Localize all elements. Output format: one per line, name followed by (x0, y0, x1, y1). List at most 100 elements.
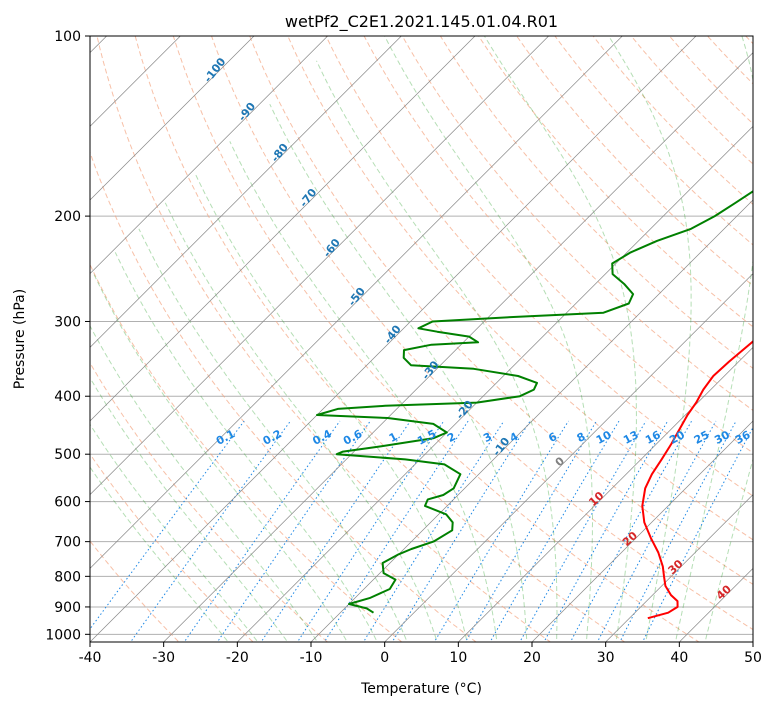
isotherm-line (90, 36, 623, 569)
mixing-ratio-label: 30 (712, 428, 732, 447)
dewpoint-line (316, 190, 753, 614)
y-tick-label: 800 (54, 569, 81, 585)
temperature-line (641, 340, 753, 620)
dry-adiabat-line (363, 36, 753, 454)
mixing-ratio-line (90, 420, 245, 630)
x-tick-label: -10 (300, 650, 323, 666)
moist-adiabat-line (90, 324, 319, 642)
x-tick-label: 20 (523, 650, 541, 666)
dry-adiabat-line (706, 36, 753, 85)
isotherm-line (90, 36, 255, 201)
isotherm-line (90, 36, 476, 422)
moist-adiabat-label: 20 (620, 529, 640, 549)
moist-adiabat-line (269, 103, 528, 642)
isotherm-line (679, 567, 753, 642)
mixing-ratio-line (543, 420, 669, 642)
mixing-ratio-line (569, 420, 693, 642)
x-tick-label: 40 (670, 650, 688, 666)
moist-adiabat-label: 40 (714, 582, 734, 602)
y-axis-label: Pressure (hPa) (12, 289, 28, 389)
moist-adiabat-line (90, 423, 259, 642)
mixing-ratio-line (183, 420, 341, 642)
y-tick-label: 100 (54, 29, 81, 45)
moist-adiabat-line (114, 252, 378, 642)
dry-adiabat-line (210, 36, 753, 631)
y-tick-label: 900 (54, 600, 81, 616)
isotherm-line (531, 420, 753, 642)
mixing-ratio-line (596, 420, 717, 642)
mixing-ratio-label: 10 (594, 428, 614, 447)
y-axis-ticks: 100 200 300 400 500 600 700 800 900 1000 (45, 29, 90, 643)
dry-adiabat-label: -80 (268, 141, 291, 165)
chart-title: wetPf2_C2E1.2021.145.01.04.R01 (285, 12, 558, 32)
mixing-ratio-line (489, 420, 620, 642)
moist-adiabat-line (194, 173, 468, 642)
moist-adiabat-line (674, 36, 753, 642)
pressure-gridlines (90, 36, 753, 635)
moist-adiabat-line (90, 466, 229, 642)
isotherm-line (605, 494, 753, 642)
moist-adiabat-line (93, 273, 348, 642)
dry-adiabat-line (172, 36, 700, 642)
mixing-ratio-line (642, 426, 753, 642)
dry-adiabat-label: -30 (419, 358, 442, 382)
moist-adiabat-line (483, 36, 637, 642)
dry-adiabat-line (668, 36, 753, 125)
x-tick-label: 10 (449, 650, 467, 666)
plot-area: 0.1 0.2 0.4 0.6 1 1.5 2 3 4 6 8 10 13 16 20 25 30 36-100-… (90, 36, 753, 642)
dry-adiabat-line (630, 36, 753, 165)
moist-adiabat-label: 30 (666, 557, 686, 577)
mixing-ratio-line (296, 420, 445, 642)
dry-adiabat-line (478, 36, 753, 328)
dry-adiabat-line (287, 36, 753, 541)
isotherm-line (163, 52, 753, 642)
dry-adiabat-line (325, 36, 753, 497)
isotherm-line (90, 36, 697, 642)
y-tick-label: 600 (54, 495, 81, 511)
dry-adiabat-line (90, 263, 403, 642)
dry-adiabat-line (401, 36, 753, 411)
x-tick-label: 50 (744, 650, 762, 666)
dry-adiabat-label: -50 (345, 285, 368, 309)
dry-adiabat-label: -60 (321, 236, 344, 260)
x-tick-label: 0 (380, 650, 389, 666)
mixing-ratio-line (129, 420, 291, 642)
x-tick-label: -40 (79, 650, 102, 666)
dry-adiabat-line (90, 540, 180, 642)
mixing-ratio-line (216, 420, 371, 642)
mixing-ratio-line (464, 420, 598, 642)
y-tick-label: 500 (54, 447, 81, 463)
moist-adiabat-label: 10 (586, 489, 606, 509)
dry-adiabat-line (592, 36, 753, 206)
x-axis-ticks: -40 -30 -20 -10 0 10 20 30 40 50 (79, 642, 762, 666)
moist-adiabat-line (316, 60, 558, 642)
isotherm-line (752, 641, 753, 642)
isotherm-line (90, 36, 402, 348)
dry-adiabat-line (745, 36, 753, 45)
mixing-ratio-label: 6 (546, 430, 559, 445)
mixing-ratio-line (323, 420, 469, 642)
x-axis-label: Temperature (°C) (360, 681, 482, 697)
dry-adiabat-line (516, 36, 753, 287)
moist-adiabat-line (138, 228, 408, 642)
moist-adiabat-line (90, 376, 289, 642)
isotherm-line (237, 125, 753, 642)
y-tick-label: 700 (54, 535, 81, 551)
mixing-ratio-line (391, 420, 531, 642)
dry-adiabat-line (134, 36, 626, 642)
mixing-ratio-label: 36 (733, 428, 753, 447)
dry-adiabat-line (554, 36, 753, 246)
mixing-ratio-label: 20 (667, 428, 687, 447)
sounding-series (316, 190, 753, 620)
y-tick-label: 300 (54, 314, 81, 330)
mixing-ratio-label: 16 (643, 428, 663, 447)
isotherm-line (384, 273, 753, 642)
isotherm-line (90, 36, 549, 496)
moist-adiabat-line (229, 141, 498, 642)
isotherm-line (458, 346, 753, 642)
y-tick-label: 200 (54, 209, 81, 225)
y-tick-label: 400 (54, 389, 81, 405)
dry-adiabats (90, 36, 753, 642)
moist-adiabat-line (384, 36, 593, 642)
